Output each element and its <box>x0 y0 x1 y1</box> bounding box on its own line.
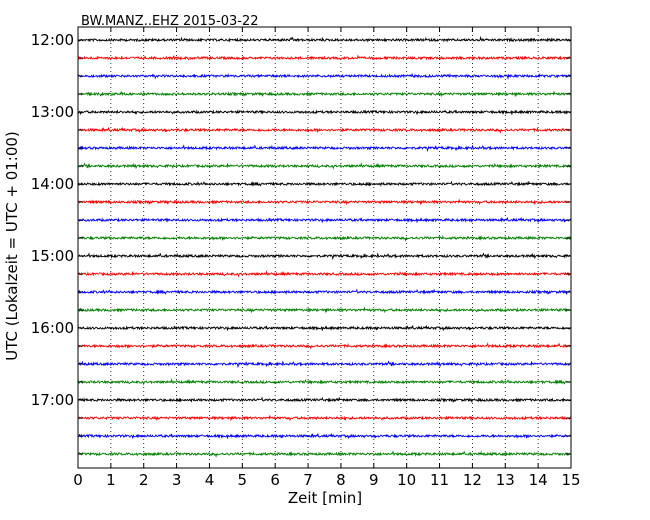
traces <box>77 35 572 458</box>
trace-1715 <box>77 415 572 422</box>
x-tick-label: 2 <box>139 471 149 489</box>
trace-1430 <box>77 216 572 224</box>
x-tick-label: 13 <box>496 471 515 489</box>
trace-1230 <box>77 72 572 81</box>
trace-1315 <box>77 126 572 134</box>
x-axis-label: Zeit [min] <box>288 489 362 507</box>
x-tick-label: 0 <box>73 471 83 489</box>
trace-1400 <box>77 180 572 187</box>
chart-title: BW.MANZ..EHZ 2015-03-22 <box>81 14 259 29</box>
x-tick-label: 11 <box>430 471 449 489</box>
y-tick-label: 14:00 <box>31 175 74 193</box>
x-tick-label: 4 <box>205 471 215 489</box>
trace-1515 <box>77 270 572 278</box>
trace-1200 <box>77 35 572 43</box>
vertical-gridlines <box>110 27 539 468</box>
trace-1730 <box>77 432 572 440</box>
x-tick-label: 14 <box>529 471 548 489</box>
x-tick-label: 6 <box>270 471 280 489</box>
trace-1500 <box>77 252 572 261</box>
y-tick-label: 15:00 <box>31 247 74 265</box>
tick-marks <box>77 27 572 468</box>
trace-1630 <box>77 360 572 369</box>
trace-1245 <box>77 90 572 98</box>
x-tick-label: 12 <box>463 471 482 489</box>
x-tick-label: 5 <box>238 471 248 489</box>
x-tick-label: 1 <box>106 471 116 489</box>
x-tick-label: 9 <box>369 471 379 489</box>
trace-1445 <box>77 234 572 242</box>
x-tick-label: 3 <box>172 471 182 489</box>
x-tick-label: 15 <box>561 471 580 489</box>
trace-1330 <box>77 144 572 153</box>
trace-1600 <box>77 324 572 332</box>
trace-1745 <box>77 450 572 458</box>
trace-1215 <box>77 54 572 61</box>
trace-1645 <box>77 378 572 386</box>
trace-1345 <box>77 162 572 170</box>
trace-1545 <box>77 307 572 314</box>
y-tick-label: 13:00 <box>31 103 74 121</box>
trace-1530 <box>77 288 572 295</box>
plot-frame <box>77 26 572 469</box>
trace-1615 <box>77 342 572 350</box>
x-tick-label: 10 <box>397 471 416 489</box>
x-tick-labels: 0 1 2 3 4 5 6 7 8 9 10 11 12 13 14 15 <box>73 471 580 489</box>
y-tick-label: 12:00 <box>31 31 74 49</box>
trace-1300 <box>77 109 572 116</box>
y-tick-label: 16:00 <box>31 319 74 337</box>
y-tick-labels: 12:00 13:00 14:00 15:00 16:00 17:00 <box>31 31 74 409</box>
plot-area <box>77 26 572 469</box>
y-axis-label: UTC (Lokalzeit = UTC + 01:00) <box>3 131 21 361</box>
x-tick-label: 7 <box>303 471 313 489</box>
y-tick-label: 17:00 <box>31 391 74 409</box>
trace-1700 <box>77 396 572 403</box>
x-tick-label: 8 <box>336 471 346 489</box>
trace-1415 <box>77 199 572 206</box>
